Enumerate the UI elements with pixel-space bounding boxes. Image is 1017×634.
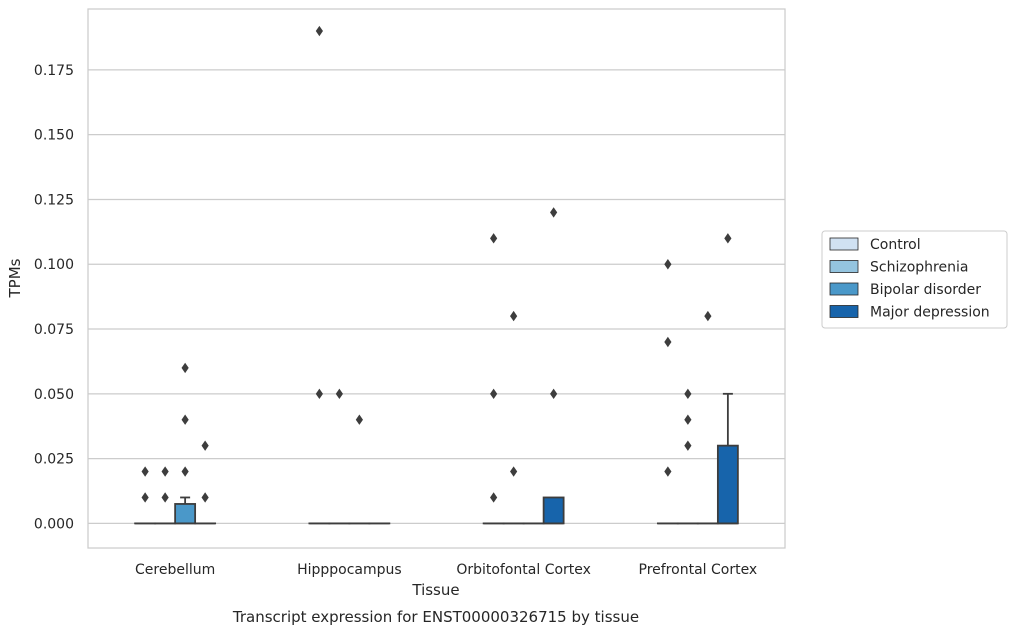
outlier-point bbox=[684, 440, 692, 451]
x-tick-label: Prefrontal Cortex bbox=[639, 562, 758, 578]
box-body bbox=[716, 444, 739, 525]
outlier-point bbox=[490, 388, 498, 400]
outlier-point bbox=[355, 414, 363, 425]
outlier-point bbox=[684, 414, 692, 425]
outlier-point bbox=[181, 362, 189, 374]
outlier-point bbox=[664, 466, 672, 477]
outlier-point bbox=[664, 259, 672, 270]
box-major-depression bbox=[542, 496, 565, 525]
y-axis-title: TPMs bbox=[6, 258, 24, 298]
y-tick-label: 0.025 bbox=[34, 452, 74, 468]
legend-swatch bbox=[829, 282, 859, 296]
outlier-point bbox=[161, 466, 169, 477]
legend-swatch bbox=[829, 305, 859, 318]
outlier-point bbox=[141, 492, 149, 503]
outlier-point bbox=[201, 492, 209, 503]
outlier-point bbox=[510, 466, 518, 477]
legend-frame bbox=[821, 230, 1008, 329]
outlier-point bbox=[704, 310, 712, 322]
y-tick-label: 0.125 bbox=[34, 192, 74, 208]
outlier-point bbox=[550, 207, 558, 218]
outlier-point bbox=[550, 388, 558, 400]
y-tick-label: 0.150 bbox=[34, 128, 74, 144]
chart-caption: Transcript expression for ENST0000032671… bbox=[232, 608, 639, 626]
outlier-points bbox=[141, 25, 732, 503]
x-tick-label: Cerebellum bbox=[135, 562, 215, 578]
boxes bbox=[134, 392, 739, 525]
plot-area-frame bbox=[87, 8, 786, 549]
outlier-point bbox=[141, 466, 149, 477]
y-tick-label: 0.050 bbox=[34, 387, 74, 403]
y-axis-ticks: 0.000 0.025 0.050 0.075 0.100 0.125 0.150 0.175 bbox=[34, 63, 74, 532]
legend-label: Control bbox=[870, 237, 921, 253]
grid-lines bbox=[88, 69, 785, 525]
outlier-point bbox=[181, 466, 189, 477]
legend-label: Schizophrenia bbox=[870, 260, 968, 276]
y-tick-label: 0.075 bbox=[34, 322, 74, 338]
outlier-point bbox=[181, 414, 189, 425]
legend-swatch bbox=[829, 237, 859, 251]
legend-label: Major depression bbox=[870, 305, 990, 321]
y-tick-label: 0.175 bbox=[34, 63, 74, 79]
legend-swatch bbox=[829, 260, 859, 273]
x-tick-label: Orbitofontal Cortex bbox=[456, 562, 591, 578]
outlier-point bbox=[315, 388, 323, 400]
y-tick-label: 0.000 bbox=[34, 516, 74, 532]
box-major-depression bbox=[716, 392, 739, 525]
box-bipolar-disorder bbox=[174, 496, 197, 525]
box-body bbox=[174, 503, 197, 525]
outlier-point bbox=[724, 233, 732, 244]
outlier-point bbox=[510, 310, 518, 322]
outlier-point bbox=[161, 492, 169, 503]
y-tick-label: 0.100 bbox=[34, 257, 74, 273]
outlier-point bbox=[335, 388, 343, 400]
outlier-point bbox=[490, 492, 498, 503]
outlier-point bbox=[684, 388, 692, 400]
x-axis-title: Tissue bbox=[411, 581, 459, 599]
x-tick-label: Hipppocampus bbox=[297, 562, 402, 578]
legend: Control Schizophrenia Bipolar disorder Majo… bbox=[821, 230, 1008, 329]
outlier-point bbox=[490, 233, 498, 244]
x-axis-ticks: Cerebellum Hipppocampus Orbitofontal Corte… bbox=[135, 562, 757, 578]
outlier-point bbox=[201, 440, 209, 451]
outlier-point bbox=[664, 336, 672, 348]
outlier-point bbox=[315, 25, 323, 37]
box-body bbox=[542, 496, 565, 525]
legend-label: Bipolar disorder bbox=[870, 282, 981, 298]
